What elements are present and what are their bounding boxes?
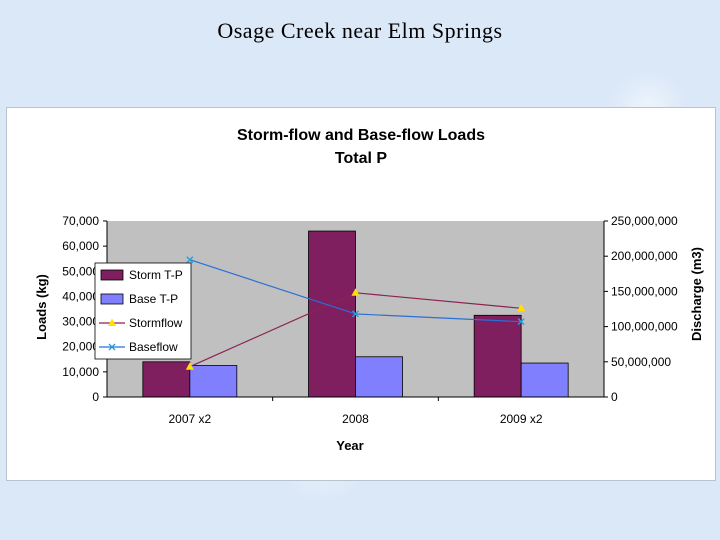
y-tick-label: 40,000 (62, 289, 99, 303)
y2-tick-label: 250,000,000 (611, 214, 678, 228)
bar-base-t-p (520, 362, 569, 398)
legend: Storm T-P Base T-P Stormflow Baseflow (94, 262, 192, 360)
legend-marker-baseflow (108, 343, 116, 351)
bar-base-t-p (189, 365, 238, 398)
legend-swatch-storm-t-p (100, 269, 124, 281)
y-tick-label: 10,000 (62, 365, 99, 379)
y-tick-label: 70,000 (62, 214, 99, 228)
y-tick-label: 50,000 (62, 264, 99, 278)
y2-tick-label: 0 (611, 390, 618, 404)
y-axis-label: Loads (kg) (34, 274, 49, 340)
point-baseflow (352, 310, 359, 318)
legend-label-base-t-p: Base T-P (129, 292, 178, 306)
bar-base-t-p (355, 356, 403, 398)
y2-tick-label: 150,000,000 (611, 284, 678, 298)
y2-tick-label: 200,000,000 (611, 249, 678, 263)
y-tick-label: 20,000 (62, 340, 99, 354)
bar-storm-t-p (308, 230, 356, 398)
point-stormflow (185, 362, 194, 370)
x-tick-label: 2009 x2 (500, 412, 543, 426)
chart-subtitle: Total P (335, 150, 387, 167)
legend-label-storm-t-p: Storm T-P (129, 268, 183, 282)
chart-title: Storm-flow and Base-flow Loads (237, 127, 485, 144)
y2-tick-label: 100,000,000 (611, 320, 678, 334)
chart-panel: Storm-flow and Base-flow Loads Total P 0… (6, 107, 716, 481)
legend-label-baseflow: Baseflow (129, 340, 178, 354)
y-tick-label: 0 (92, 390, 99, 404)
x-axis-label: Year (336, 438, 363, 453)
y2-axis-label: Discharge (m3) (689, 247, 704, 341)
legend-marker-stormflow (108, 318, 116, 326)
x-tick-label: 2007 x2 (168, 412, 211, 426)
legend-swatch-base-t-p (100, 293, 124, 305)
bar-storm-t-p (473, 314, 522, 398)
point-stormflow (517, 303, 526, 312)
bar-storm-t-p (142, 361, 191, 398)
legend-label-stormflow: Stormflow (129, 316, 183, 330)
slide-title: Osage Creek near Elm Springs (217, 18, 503, 43)
y-tick-label: 60,000 (62, 239, 99, 253)
chart: Storm-flow and Base-flow Loads Total P 0… (34, 127, 704, 453)
y-tick-label: 30,000 (62, 315, 99, 329)
point-baseflow (186, 256, 194, 264)
point-baseflow (517, 318, 525, 326)
point-stormflow (351, 288, 360, 296)
x-tick-label: 2008 (342, 412, 369, 426)
y2-tick-label: 50,000,000 (611, 355, 671, 369)
